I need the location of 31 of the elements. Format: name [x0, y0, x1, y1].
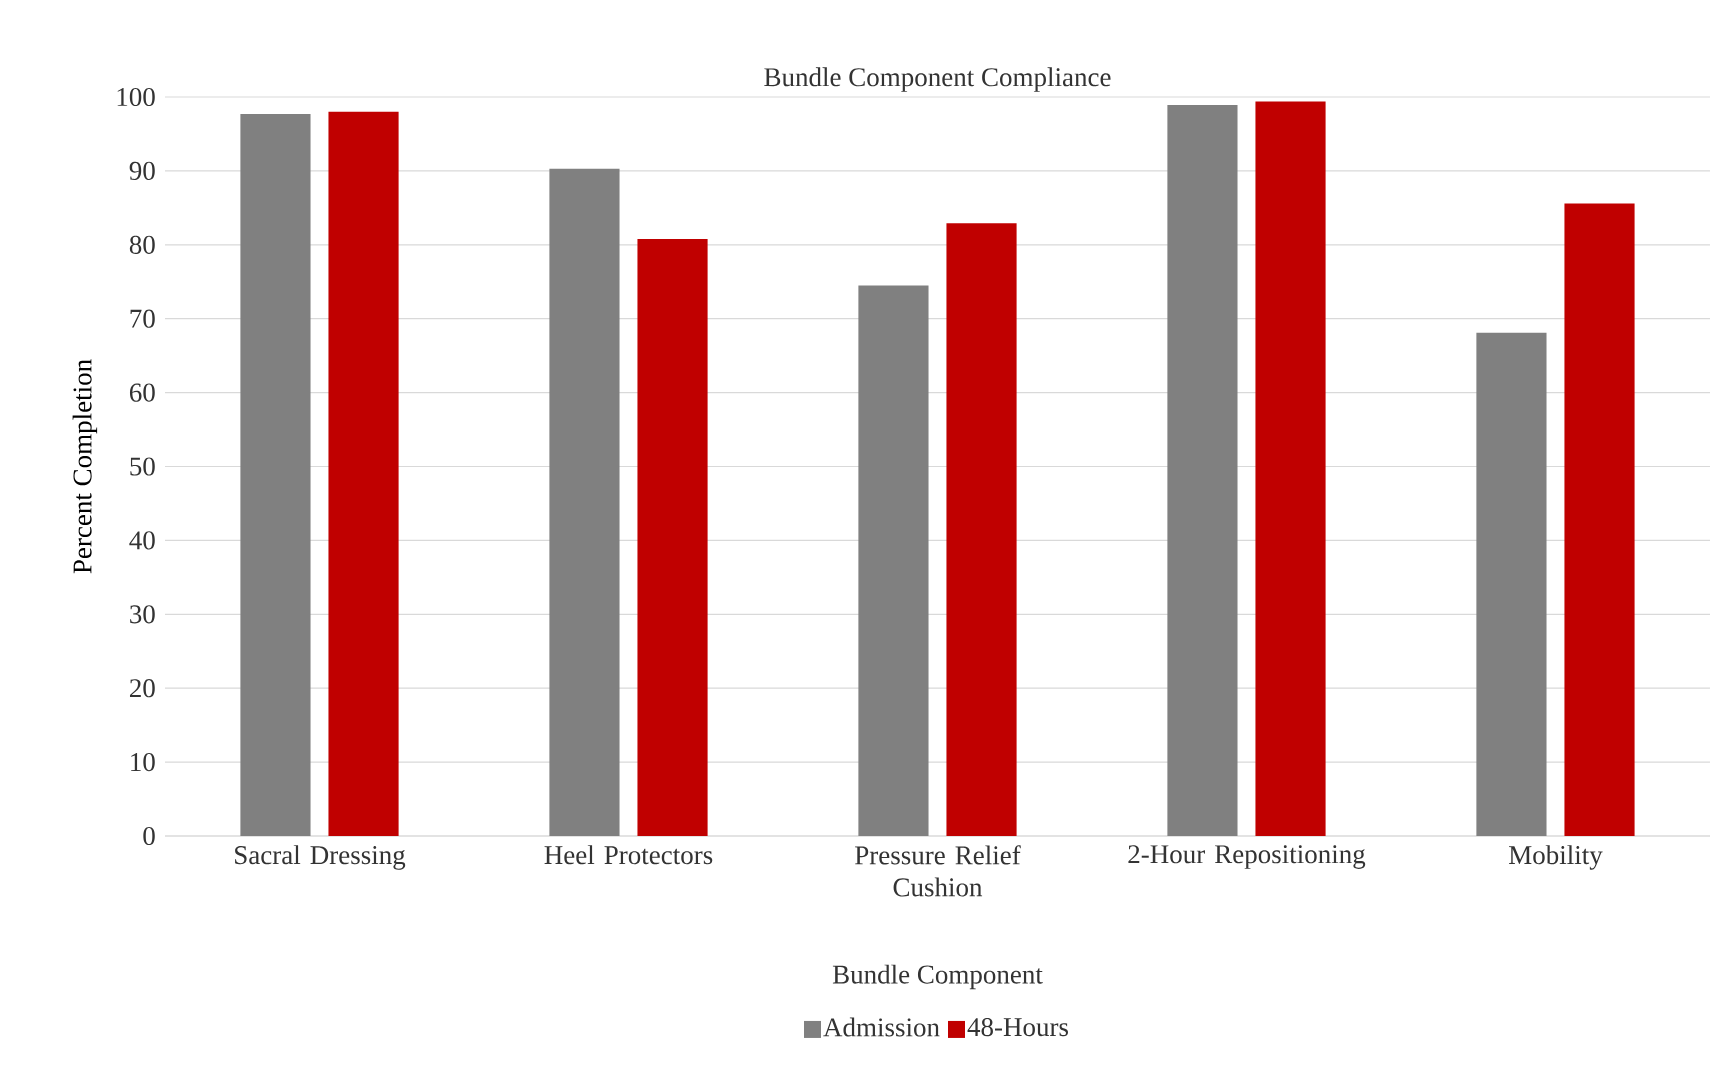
- chart-title: Bundle Component Compliance: [764, 67, 1111, 92]
- x-tick-label: Sacral Dressing: [235, 845, 406, 870]
- bar: [946, 223, 1017, 836]
- bar: [1255, 101, 1326, 836]
- y-tick-label: 100: [117, 87, 155, 107]
- y-tick-label: 70: [130, 309, 155, 328]
- y-tick-label: 10: [131, 752, 155, 772]
- y-axis-title: Percent Completion: [72, 359, 98, 574]
- x-tick-label: 2-Hour Repositioning: [1128, 845, 1366, 869]
- bar: [328, 111, 399, 836]
- bar: [1564, 203, 1635, 836]
- x-tick-label: Pressure Relief Cushion: [855, 845, 1021, 897]
- y-tick-label: 20: [129, 679, 155, 698]
- y-tick-label: 50: [130, 457, 155, 476]
- x-tick-label: Heel Protectors: [544, 845, 713, 865]
- bar: [1476, 332, 1547, 836]
- bar: [858, 285, 929, 836]
- legend-label: 48-Hours: [967, 1017, 1068, 1037]
- y-tick-label: 60: [129, 383, 155, 402]
- y-tick-label: 0: [143, 826, 155, 846]
- bar: [1167, 105, 1238, 836]
- y-tick-label: 90: [129, 161, 155, 180]
- y-tick-label: 80: [129, 235, 155, 254]
- x-axis-title: Bundle Component: [832, 964, 1043, 990]
- bar: [240, 113, 311, 836]
- y-tick-label: 40: [129, 531, 155, 550]
- bar: [549, 168, 620, 836]
- y-tick-label: 30: [130, 605, 155, 624]
- legend-label: Admission: [823, 1017, 940, 1037]
- bar: [637, 238, 708, 836]
- x-tick-label: Mobility: [1509, 845, 1603, 870]
